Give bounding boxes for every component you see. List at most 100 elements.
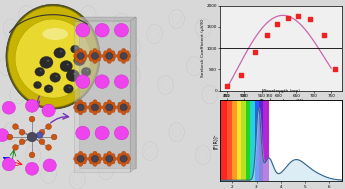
Ellipse shape bbox=[46, 145, 51, 150]
Ellipse shape bbox=[80, 80, 88, 87]
Ellipse shape bbox=[78, 48, 83, 53]
Ellipse shape bbox=[107, 100, 111, 104]
Ellipse shape bbox=[19, 139, 25, 145]
Ellipse shape bbox=[82, 108, 86, 113]
Ellipse shape bbox=[89, 57, 93, 61]
Ellipse shape bbox=[82, 102, 86, 107]
Ellipse shape bbox=[121, 100, 126, 104]
Ellipse shape bbox=[78, 162, 83, 166]
Ellipse shape bbox=[95, 126, 109, 140]
Ellipse shape bbox=[88, 105, 92, 110]
Bar bbox=[259, 100, 263, 181]
Ellipse shape bbox=[78, 59, 83, 64]
Ellipse shape bbox=[125, 153, 129, 158]
Ellipse shape bbox=[104, 57, 108, 61]
Ellipse shape bbox=[82, 153, 86, 158]
Point bbox=[252, 51, 258, 54]
Bar bbox=[220, 100, 269, 181]
Ellipse shape bbox=[44, 85, 53, 93]
Ellipse shape bbox=[107, 110, 111, 115]
Ellipse shape bbox=[93, 110, 97, 115]
Ellipse shape bbox=[73, 105, 78, 110]
Ellipse shape bbox=[102, 105, 107, 110]
Ellipse shape bbox=[111, 153, 115, 158]
Ellipse shape bbox=[74, 55, 85, 66]
Ellipse shape bbox=[104, 102, 108, 107]
Bar bbox=[241, 100, 246, 181]
Ellipse shape bbox=[106, 155, 113, 162]
Ellipse shape bbox=[125, 57, 129, 61]
Point bbox=[224, 85, 230, 88]
Ellipse shape bbox=[88, 54, 92, 58]
Ellipse shape bbox=[96, 160, 101, 164]
Polygon shape bbox=[79, 17, 136, 168]
Ellipse shape bbox=[76, 23, 90, 37]
Bar bbox=[250, 100, 255, 181]
Ellipse shape bbox=[121, 162, 126, 166]
Ellipse shape bbox=[126, 105, 131, 110]
Ellipse shape bbox=[35, 67, 45, 76]
Ellipse shape bbox=[98, 156, 102, 161]
Ellipse shape bbox=[120, 104, 127, 111]
Ellipse shape bbox=[115, 75, 128, 88]
Ellipse shape bbox=[125, 108, 129, 113]
Bar bbox=[221, 100, 227, 181]
Ellipse shape bbox=[37, 132, 43, 138]
Ellipse shape bbox=[75, 160, 79, 164]
Ellipse shape bbox=[42, 28, 68, 40]
Ellipse shape bbox=[89, 51, 93, 55]
Ellipse shape bbox=[93, 48, 97, 53]
Ellipse shape bbox=[104, 51, 108, 55]
Ellipse shape bbox=[83, 156, 88, 161]
Ellipse shape bbox=[96, 57, 101, 61]
Ellipse shape bbox=[82, 57, 86, 61]
Ellipse shape bbox=[118, 57, 122, 61]
Ellipse shape bbox=[98, 105, 102, 110]
Ellipse shape bbox=[73, 73, 76, 75]
Polygon shape bbox=[74, 21, 130, 172]
Ellipse shape bbox=[96, 102, 101, 107]
Ellipse shape bbox=[84, 81, 86, 83]
Ellipse shape bbox=[49, 87, 51, 88]
X-axis label: Wavelength (nm): Wavelength (nm) bbox=[262, 89, 300, 93]
Ellipse shape bbox=[96, 108, 101, 113]
Ellipse shape bbox=[89, 160, 93, 164]
Ellipse shape bbox=[126, 54, 131, 58]
Ellipse shape bbox=[78, 151, 83, 156]
Ellipse shape bbox=[98, 54, 102, 58]
Ellipse shape bbox=[0, 129, 9, 142]
Point bbox=[264, 34, 270, 37]
Ellipse shape bbox=[91, 155, 98, 162]
Ellipse shape bbox=[91, 53, 98, 59]
Ellipse shape bbox=[8, 6, 98, 107]
Ellipse shape bbox=[75, 47, 77, 49]
Ellipse shape bbox=[82, 160, 86, 164]
Ellipse shape bbox=[93, 59, 97, 64]
Ellipse shape bbox=[96, 153, 101, 158]
Ellipse shape bbox=[26, 99, 39, 112]
Ellipse shape bbox=[80, 58, 82, 60]
Bar bbox=[227, 100, 232, 181]
Bar bbox=[232, 100, 237, 181]
Ellipse shape bbox=[112, 105, 116, 110]
Ellipse shape bbox=[111, 160, 115, 164]
Ellipse shape bbox=[75, 108, 79, 113]
Ellipse shape bbox=[93, 100, 97, 104]
Ellipse shape bbox=[12, 124, 18, 129]
Ellipse shape bbox=[19, 129, 25, 135]
Ellipse shape bbox=[73, 156, 78, 161]
Ellipse shape bbox=[40, 56, 53, 68]
Ellipse shape bbox=[47, 60, 50, 62]
Ellipse shape bbox=[120, 155, 127, 162]
Ellipse shape bbox=[46, 124, 51, 129]
Ellipse shape bbox=[33, 81, 41, 89]
Ellipse shape bbox=[50, 73, 60, 82]
Ellipse shape bbox=[121, 59, 126, 64]
Ellipse shape bbox=[73, 54, 78, 58]
Ellipse shape bbox=[77, 155, 84, 162]
Ellipse shape bbox=[111, 57, 115, 61]
Ellipse shape bbox=[55, 75, 58, 77]
Ellipse shape bbox=[75, 102, 79, 107]
Ellipse shape bbox=[104, 108, 108, 113]
Ellipse shape bbox=[106, 104, 113, 111]
